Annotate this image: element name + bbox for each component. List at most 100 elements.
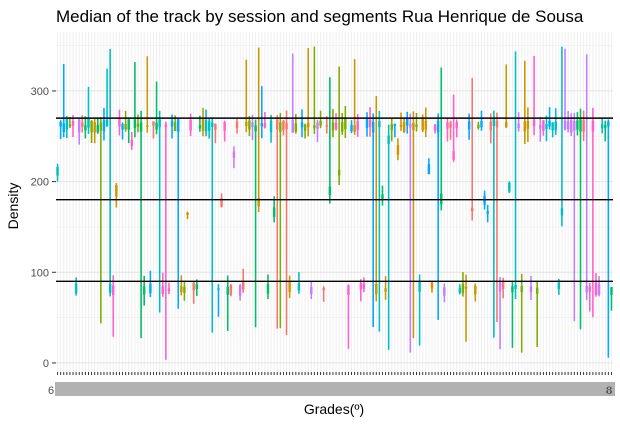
box-body	[405, 118, 409, 126]
box-body	[192, 282, 195, 291]
y-tick-label: 100	[31, 267, 49, 279]
plot-marks	[56, 46, 613, 360]
box-body	[594, 283, 598, 296]
box-body	[71, 121, 75, 126]
box-body	[62, 123, 65, 132]
box-body	[576, 120, 579, 130]
box-body	[328, 186, 332, 196]
box-body	[121, 124, 124, 130]
box-body	[375, 283, 378, 295]
box-body	[124, 124, 127, 130]
box-body	[427, 164, 431, 174]
box-body	[316, 122, 319, 129]
box-body	[607, 121, 610, 127]
y-axis: 0 100 200 300	[31, 86, 56, 370]
box-body	[297, 283, 301, 291]
box-body	[359, 283, 363, 290]
box-body	[539, 125, 542, 129]
box-body	[588, 286, 592, 292]
box-body	[334, 122, 338, 130]
box-body	[241, 281, 245, 290]
box-body	[446, 122, 449, 129]
box-body	[180, 286, 183, 293]
box-body	[591, 120, 595, 132]
box-body	[597, 284, 601, 295]
box-body	[474, 285, 477, 295]
box-body	[436, 120, 440, 133]
box-body	[477, 124, 480, 129]
box-body	[272, 207, 276, 217]
box-body	[93, 122, 96, 133]
box-body	[266, 284, 270, 294]
box-body	[257, 197, 260, 207]
box-body	[331, 122, 335, 131]
box-body	[229, 285, 233, 295]
box-body	[610, 287, 613, 296]
box-body	[582, 120, 585, 132]
box-body	[585, 285, 588, 293]
box-body	[146, 125, 149, 127]
box-body	[220, 198, 223, 207]
box-body	[495, 120, 499, 128]
box-body	[464, 286, 468, 289]
box-body	[529, 286, 533, 293]
box-body	[455, 122, 458, 129]
box-body	[276, 119, 279, 130]
box-body	[486, 211, 489, 214]
box-body	[579, 119, 582, 132]
x-tick-label-first: 6	[48, 385, 54, 397]
box-body	[291, 119, 294, 133]
box-body	[238, 285, 242, 296]
plot-panel	[56, 32, 613, 372]
box-body	[59, 121, 62, 127]
box-body	[467, 121, 471, 130]
box-body	[207, 121, 211, 131]
box-body	[557, 282, 561, 290]
box-body	[492, 118, 496, 126]
box-body	[517, 123, 520, 129]
box-body	[176, 119, 180, 132]
box-body	[56, 167, 59, 176]
box-body	[449, 122, 452, 128]
box-body	[217, 288, 220, 290]
box-body	[424, 120, 428, 130]
box-body	[347, 285, 350, 295]
box-body	[115, 184, 118, 197]
box-body	[573, 120, 576, 131]
box-body	[269, 120, 273, 133]
panel-background	[56, 32, 613, 372]
box-body	[381, 194, 384, 201]
box-body	[440, 193, 443, 205]
box-body	[99, 122, 103, 131]
box-body	[139, 122, 143, 132]
box-body	[102, 120, 106, 132]
box-body	[167, 288, 171, 292]
box-body	[378, 121, 381, 128]
box-body	[560, 208, 564, 216]
box-body	[393, 123, 397, 126]
y-tick-label: 300	[31, 86, 49, 98]
box-body	[201, 118, 205, 131]
box-body	[90, 120, 93, 133]
x-axis-title: Grades(º)	[304, 401, 364, 417]
box-body	[384, 288, 387, 292]
box-body	[84, 125, 87, 131]
box-body	[604, 125, 607, 129]
box-body	[542, 120, 545, 131]
box-body	[409, 124, 412, 128]
box-body	[68, 124, 72, 127]
box-body	[545, 124, 548, 129]
box-body	[294, 123, 298, 132]
box-body	[563, 120, 567, 130]
box-body	[523, 121, 527, 132]
box-body	[204, 120, 208, 132]
box-body	[87, 118, 90, 128]
box-body	[498, 282, 502, 292]
box-body	[263, 123, 267, 128]
box-body	[127, 119, 130, 130]
box-body	[569, 120, 573, 133]
box-body	[505, 121, 508, 127]
box-body	[387, 135, 390, 145]
box-body	[300, 122, 304, 128]
box-body	[260, 123, 264, 127]
